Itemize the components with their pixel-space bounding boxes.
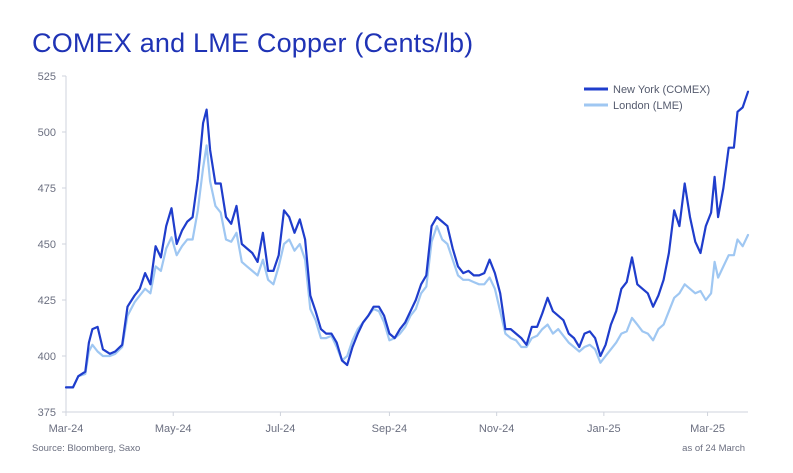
y-tick-label: 375 xyxy=(38,407,56,419)
x-tick-label: Sep-24 xyxy=(372,423,407,435)
y-tick-label: 475 xyxy=(38,183,56,195)
y-tick-label: 425 xyxy=(38,295,56,307)
series-line-london-lme xyxy=(64,144,750,389)
y-tick-label: 450 xyxy=(38,239,56,251)
x-tick-label: Mar-25 xyxy=(690,423,725,435)
x-tick-label: Jul-24 xyxy=(265,423,295,435)
x-tick-label: Mar-24 xyxy=(49,423,84,435)
y-axis-ticks: 375 400 425 450 475 500 525 xyxy=(38,71,66,419)
x-tick-label: Jan-25 xyxy=(587,423,621,435)
legend-label: New York (COMEX) xyxy=(613,84,710,96)
chart-title: COMEX and LME Copper (Cents/lb) xyxy=(32,28,474,58)
legend: New York (COMEX) London (LME) xyxy=(584,84,710,112)
series-layer xyxy=(64,90,750,389)
y-tick-label: 525 xyxy=(38,71,56,83)
x-axis-ticks: Mar-24 May-24 Jul-24 Sep-24 Nov-24 Jan-25 Mar-… xyxy=(49,412,725,435)
x-tick-label: Nov-24 xyxy=(479,423,514,435)
source-note: Source: Bloomberg, Saxo xyxy=(32,443,141,454)
series-line-new-york-comex xyxy=(64,90,750,389)
y-tick-label: 400 xyxy=(38,351,56,363)
x-tick-label: May-24 xyxy=(155,423,192,435)
y-tick-label: 500 xyxy=(38,127,56,139)
legend-label: London (LME) xyxy=(613,100,683,112)
as-of-note: as of 24 March xyxy=(682,443,745,454)
